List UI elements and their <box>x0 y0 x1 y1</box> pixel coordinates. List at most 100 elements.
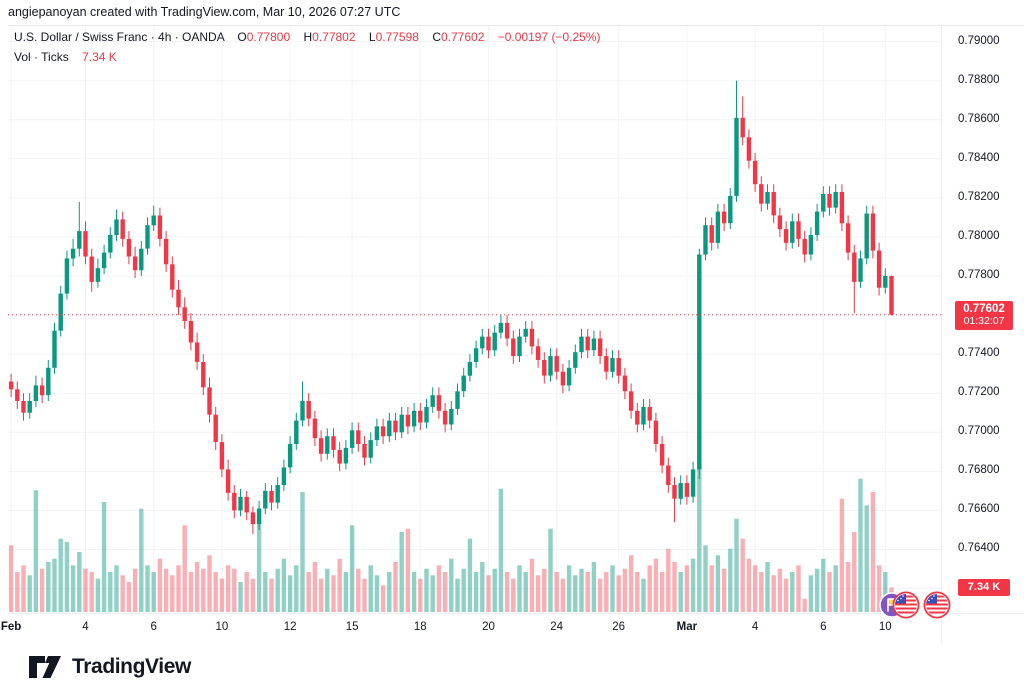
volume-bar <box>15 572 20 612</box>
volume-bar <box>8 545 14 612</box>
time-axis[interactable]: Feb 4 6 10 12 15 18 20 24 26 Mar 4 6 10 <box>0 614 1024 644</box>
candle-body <box>337 449 342 464</box>
volume-bar <box>504 572 510 612</box>
volume-bar <box>684 565 690 612</box>
economic-event-markers[interactable] <box>876 588 952 622</box>
volume-bar <box>628 555 634 612</box>
volume-bar <box>269 578 274 612</box>
candle-body <box>492 332 497 351</box>
candle-body <box>616 358 621 376</box>
candle-body <box>566 367 572 386</box>
volume-bar <box>480 562 485 612</box>
volume-bar <box>492 568 497 612</box>
time-tick-label: 24 <box>550 621 564 633</box>
us-flag-icon[interactable] <box>923 591 951 619</box>
candle-body <box>430 395 435 407</box>
candle-body <box>449 408 454 425</box>
candle-body <box>269 490 274 503</box>
candle-body <box>256 508 262 525</box>
time-tick-label: 4 <box>751 621 759 633</box>
volume-bar <box>120 575 125 612</box>
candle-body <box>318 438 324 454</box>
candle-body <box>33 385 39 401</box>
candle-body <box>833 192 838 208</box>
candle-body <box>802 238 807 255</box>
volume-bar <box>573 575 578 612</box>
volume-bar <box>275 568 280 612</box>
volume-bar <box>876 565 882 612</box>
open-label: O <box>237 30 247 44</box>
tradingview-logo[interactable]: TradingView <box>28 652 191 682</box>
us-flag-icon[interactable] <box>892 591 920 619</box>
candle-body <box>467 362 473 376</box>
tradingview-logo-icon <box>29 656 61 678</box>
volume-bar <box>387 572 392 612</box>
candle-body <box>529 328 535 347</box>
volume-bar <box>21 565 26 612</box>
volume-bar <box>399 532 404 612</box>
volume-bar <box>852 532 857 612</box>
volume-bar <box>430 575 435 612</box>
volume-bar <box>796 565 801 612</box>
volume-bar <box>548 528 553 612</box>
time-tick-label: 18 <box>413 621 427 633</box>
candle-body <box>46 367 51 396</box>
volume-bar <box>579 568 584 612</box>
volume-bar <box>151 572 156 612</box>
volume-bar <box>145 565 150 612</box>
symbol-title[interactable]: U.S. Dollar / Swiss Franc <box>14 30 148 44</box>
volume-bar <box>312 562 318 612</box>
candle-body <box>666 465 671 485</box>
volume-separator: · <box>34 50 39 64</box>
candle-body <box>597 338 603 357</box>
volume-type-label: Ticks <box>41 50 69 64</box>
candle-body <box>821 194 826 212</box>
candle-body <box>591 338 597 351</box>
volume-bar <box>442 572 448 612</box>
volume-bar <box>585 572 590 612</box>
volume-indicator-label[interactable]: Vol <box>14 50 31 64</box>
volume-bar <box>635 572 640 612</box>
price-tick-label: 0.76600 <box>958 503 1000 516</box>
volume-bar <box>201 568 206 612</box>
price-axis-separator <box>941 25 942 645</box>
candle-body <box>89 256 94 282</box>
candle-body <box>325 436 330 454</box>
volume-bar <box>814 568 820 612</box>
volume-bar <box>108 572 113 612</box>
volume-bar <box>70 565 76 612</box>
candle-body <box>709 225 714 243</box>
price-tick-label: 0.79000 <box>958 34 1000 47</box>
candle-body <box>461 375 466 392</box>
time-tick-label: Mar <box>676 621 698 633</box>
time-tick-label: 26 <box>612 621 626 633</box>
volume-bar <box>294 565 299 612</box>
volume-bar <box>827 572 832 612</box>
volume-bar <box>678 572 683 612</box>
candle-body <box>64 258 70 294</box>
volume-value: 7.34 K <box>82 50 117 64</box>
volume-bar <box>95 578 101 612</box>
candle-body <box>498 322 504 333</box>
volume-bar <box>883 572 888 612</box>
volume-bar <box>83 568 88 612</box>
candle-body <box>814 211 820 235</box>
volume-bar <box>591 562 597 612</box>
high-value: 0.77802 <box>312 30 356 44</box>
volume-axis-badge: 7.34 K <box>958 578 1010 596</box>
candle-body <box>287 444 293 468</box>
candle-body <box>151 215 156 226</box>
volume-bar <box>101 502 107 612</box>
candle-body <box>52 330 57 368</box>
candle-body <box>21 401 26 413</box>
volume-bar <box>554 572 559 612</box>
volume-bar <box>250 578 256 612</box>
candle-body <box>207 387 212 415</box>
candle-body <box>653 420 659 444</box>
time-tick-label: 12 <box>283 621 297 633</box>
candle-body <box>628 391 634 411</box>
time-tick-label: 15 <box>345 621 359 633</box>
last-price-badge: 0.77602 01:32:07 <box>955 300 1013 330</box>
candle-body <box>585 336 590 351</box>
